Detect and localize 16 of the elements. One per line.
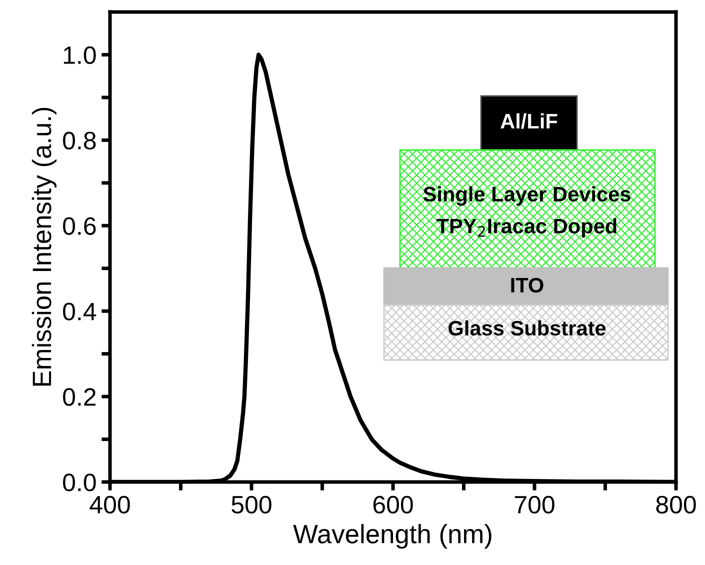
x-tick-label: 800 — [656, 496, 696, 514]
x-tick-label: 700 — [514, 496, 554, 514]
y-tick-label: 0.4 — [63, 302, 96, 320]
x-tick-label: 500 — [232, 496, 272, 514]
y-tick-label: 0.2 — [63, 388, 96, 406]
x-tick-label: 400 — [90, 496, 130, 514]
x-tick-label: 600 — [373, 496, 413, 514]
annotation: Glass Substrate — [448, 320, 606, 336]
y-tick-label: 1.0 — [64, 46, 96, 64]
annotation: Al/LiF — [500, 113, 558, 129]
x-axis-title: Wavelength (nm) — [293, 524, 492, 549]
annotation: ITO — [511, 278, 544, 293]
y-tick-label: 0.8 — [63, 132, 96, 150]
y-tick-label: 0.0 — [63, 474, 96, 492]
y-tick-label: 0.6 — [63, 217, 96, 235]
y-axis-title: Emission Intensity (a.u.) — [32, 108, 56, 386]
